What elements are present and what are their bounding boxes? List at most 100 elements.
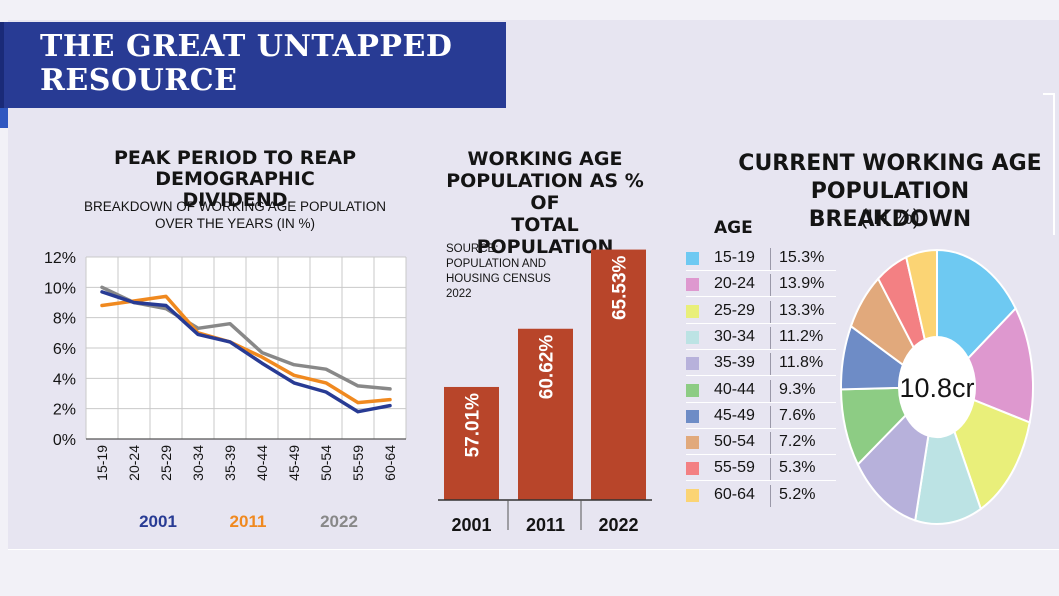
- series-line-2011: [100, 294, 392, 405]
- donut-hole: [899, 337, 975, 437]
- bar-2011: [518, 328, 573, 500]
- y-tick-label: 4%: [53, 371, 76, 388]
- donut-chart-title-1: CURRENT WORKING AGE: [738, 151, 1042, 176]
- line-chart-title: PEAK PERIOD TO REAP DEMOGRAPHIC DIVIDEND: [40, 148, 430, 211]
- legend-value-label: 11.2%: [779, 327, 824, 345]
- legend-swatch: [686, 436, 699, 450]
- legend-value-label: 13.3%: [779, 301, 825, 319]
- legend-age-label: 60-64: [714, 485, 755, 503]
- legend-row-35-39: 35-39 11.8%: [686, 353, 836, 377]
- page-title: THE GREAT UNTAPPED RESOURCE: [40, 30, 452, 98]
- legend-age-label: 30-34: [714, 327, 755, 345]
- series-line-2001: [100, 290, 392, 414]
- bar-category-label: 2001: [451, 515, 491, 535]
- legend-row-30-34: 30-34 11.2%: [686, 326, 836, 350]
- legend-swatch: [686, 252, 699, 265]
- x-tick-label: 20-24: [126, 445, 142, 481]
- x-tick-label: 45-49: [286, 445, 302, 481]
- legend-value-label: 9.3%: [779, 380, 816, 398]
- corner-bracket: [1043, 93, 1055, 235]
- legend-swatch: [686, 383, 699, 397]
- legend-row-50-54: 50-54 7.2%: [686, 432, 836, 456]
- title-line-1: THE GREAT UNTAPPED: [40, 29, 453, 64]
- legend-entry-2011: 2011: [230, 512, 267, 531]
- legend-row-divider: [686, 454, 836, 456]
- legend-swatch: [686, 462, 699, 476]
- x-tick-label: 60-64: [382, 445, 398, 481]
- legend-row-divider: [686, 427, 836, 429]
- legend-row-60-64: 60-64 5.2%: [686, 484, 836, 507]
- legend-age-label: 35-39: [714, 354, 755, 372]
- legend-row-55-59: 55-59 5.3%: [686, 458, 836, 482]
- legend-swatch: [686, 304, 699, 318]
- legend-value-label: 15.3%: [779, 249, 825, 266]
- legend-age-label: 25-29: [714, 301, 755, 319]
- legend-row-15-19: 15-19 15.3%: [686, 248, 836, 271]
- legend-row-25-29: 25-29 13.3%: [686, 300, 836, 324]
- legend-row-divider: [686, 480, 836, 482]
- banner-accent: [0, 108, 8, 128]
- legend-value-label: 7.2%: [779, 433, 816, 451]
- donut-center-label: 10.8cr: [899, 373, 974, 403]
- legend-separator: [770, 353, 771, 376]
- bar-category-label: 2022: [598, 515, 638, 535]
- bar-2022: [591, 249, 646, 500]
- x-tick-label: 55-59: [350, 445, 366, 481]
- legend-separator: [770, 458, 771, 481]
- legend-value-label: 7.6%: [779, 406, 816, 424]
- legend-age-label: 45-49: [714, 406, 755, 424]
- line-chart-title-1: PEAK PERIOD TO REAP DEMOGRAPHIC: [113, 147, 357, 190]
- legend-age-label: 55-59: [714, 459, 755, 477]
- legend-swatch: [686, 330, 699, 344]
- legend-separator: [770, 432, 771, 455]
- donut-chart-subtitle: (IN %): [860, 206, 920, 229]
- legend-swatch: [686, 357, 699, 371]
- legend-row-45-49: 45-49 7.6%: [686, 405, 836, 429]
- line-chart-subtitle-1: BREAKDOWN OF WORKING AGE POPULATION: [83, 199, 387, 214]
- y-tick-label: 0%: [53, 432, 76, 449]
- bar-chart-title-3: TOTAL POPULATION: [476, 214, 614, 258]
- y-tick-label: 2%: [53, 402, 76, 419]
- source-note: SOURCE: POPULATION AND HOUSING CENSUS 20…: [446, 243, 551, 300]
- line-chart-title-2: DIVIDEND: [182, 189, 288, 211]
- legend-row-divider: [686, 375, 836, 377]
- x-tick-label: 35-39: [222, 445, 238, 481]
- legend-value-label: 5.3%: [779, 459, 816, 477]
- x-tick-label: 30-34: [190, 445, 206, 481]
- legend-separator: [770, 300, 771, 323]
- bar-value-label: 60.62%: [537, 335, 558, 400]
- legend-entry-2022: 2022: [320, 512, 358, 531]
- legend-separator: [770, 379, 771, 402]
- legend-separator: [770, 484, 771, 507]
- legend-swatch: [686, 488, 699, 502]
- legend-entry-2001: 2001: [139, 512, 177, 531]
- legend-separator: [770, 248, 771, 270]
- bar-category-label: 2011: [526, 515, 565, 535]
- legend-value-label: 11.8%: [779, 354, 824, 372]
- legend-value-label: 13.9%: [779, 275, 825, 293]
- legend-row-divider: [686, 270, 836, 271]
- legend-age-label: 40-44: [714, 380, 755, 398]
- bar-chart-title: WORKING AGE POPULATION AS % OF TOTAL POPUL…: [440, 148, 650, 258]
- legend-age-label: 20-24: [714, 275, 755, 293]
- y-tick-label: 12%: [44, 250, 76, 267]
- bar-chart-title-1: WORKING AGE: [467, 148, 623, 170]
- x-tick-label: 25-29: [158, 445, 174, 481]
- y-tick-label: 8%: [53, 311, 76, 328]
- legend-age-label: 50-54: [714, 433, 755, 451]
- donut-chart-title-2: POPULATION BREAKDOWN: [808, 179, 972, 232]
- legend-separator: [770, 326, 771, 349]
- title-line-2: RESOURCE: [40, 63, 238, 98]
- y-tick-label: 6%: [53, 341, 76, 358]
- panel-bottom-divider: [8, 549, 1059, 550]
- legend-swatch: [686, 409, 699, 423]
- legend-row-divider: [686, 322, 836, 324]
- legend-row-divider: [686, 401, 836, 403]
- bar-value-label: 65.53%: [610, 255, 631, 320]
- x-tick-label: 15-19: [94, 445, 110, 481]
- legend-separator: [770, 405, 771, 428]
